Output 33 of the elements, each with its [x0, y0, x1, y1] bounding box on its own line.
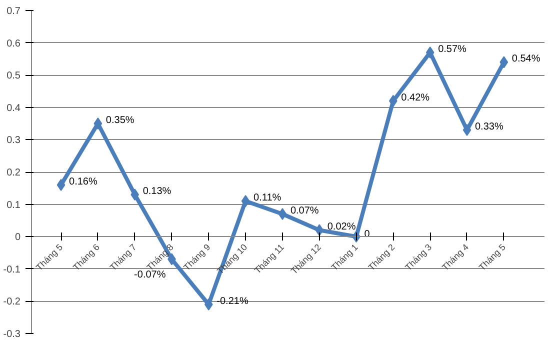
point [315, 224, 324, 236]
y-tick-label: -0.1 [3, 264, 21, 276]
point [426, 46, 434, 58]
point [462, 124, 472, 136]
data-label: -0.07% [134, 270, 166, 281]
y-tick-label: 0.2 [6, 168, 21, 178]
y-tick-label: 0.1 [6, 200, 21, 211]
data-label: -0.21% [216, 296, 248, 307]
point [278, 208, 287, 220]
point [204, 298, 213, 310]
y-tick-label: 0.4 [6, 102, 21, 114]
point [94, 118, 102, 130]
y-tick-label: 0.3 [6, 135, 21, 146]
data-label: 0.33% [474, 122, 504, 133]
data-label: 0.11% [254, 192, 282, 204]
data-label: 0.07% [290, 205, 319, 216]
y-tick-label: 0.5 [6, 70, 21, 82]
point [56, 178, 66, 191]
data-label: 0.16% [69, 176, 98, 188]
data-label: 0.35% [106, 115, 134, 126]
y-tick-label: 0.6 [6, 38, 21, 50]
data-label: 0.02% [327, 222, 356, 233]
data-label: 0.54% [512, 54, 540, 65]
point [130, 188, 140, 201]
point [500, 56, 508, 68]
y-tick-label: -0.2 [3, 296, 21, 308]
point [241, 195, 250, 208]
data-label: 0.57% [438, 44, 467, 55]
y-tick-label: -0.3 [3, 329, 21, 340]
data-label: 0.42% [401, 92, 430, 104]
y-tick-label: 0 [14, 232, 21, 244]
data-label: 0.13% [142, 186, 172, 198]
y-tick-label: 0.7 [6, 6, 21, 17]
